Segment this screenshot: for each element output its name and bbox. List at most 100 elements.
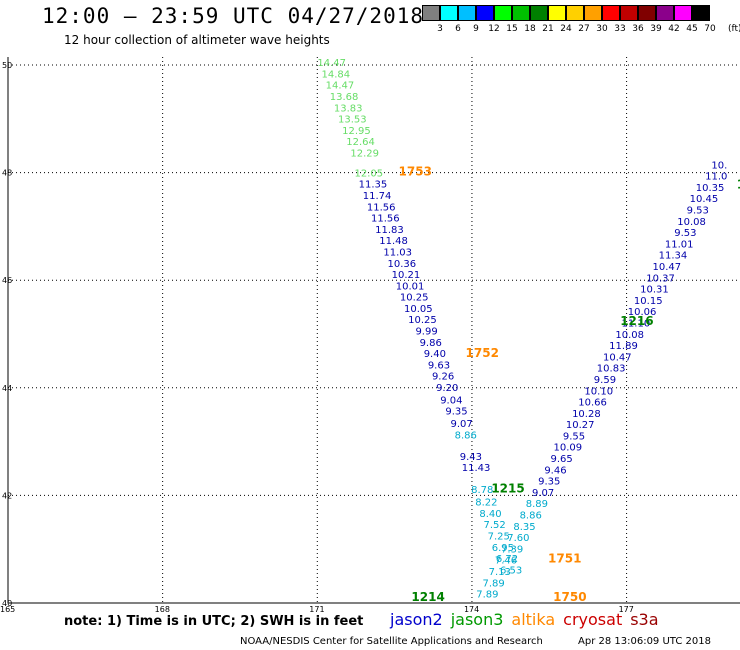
swh-value: 10.31 [640,285,669,296]
swh-value: 11.56 [367,202,396,213]
swh-value: 9.04 [440,395,462,406]
swh-value: 10.25 [408,315,437,326]
swh-value: 9.53 [674,228,696,239]
swh-value: 14.47 [326,81,355,92]
swh-value: 7.46 [495,556,517,567]
pass-time-label: 1750 [553,590,586,604]
swh-value: 10.36 [388,259,417,270]
swh-value: 10.28 [572,409,601,420]
swh-value: 9.35 [538,477,560,488]
color-label: 24 [560,24,572,34]
color-label: 30 [596,24,608,34]
swh-value: 10.83 [597,364,626,375]
swh-value: 7.89 [482,578,504,589]
lat-label: 44 [2,384,12,393]
lat-label: 42 [2,491,12,500]
swh-value: 10.05 [404,304,433,315]
swh-value: 11.35 [359,180,388,191]
swh-value: 11.89 [609,341,638,352]
color-swatch-39 [638,5,656,21]
color-label: 27 [578,24,590,34]
swh-value: 6.53 [500,565,522,576]
pass-time-label: 1752 [466,346,499,360]
color-swatch-45 [674,5,692,21]
header: 12:00 – 23:59 UTC 04/27/2018 12 hour col… [0,0,740,52]
swh-value: 11.74 [363,191,392,202]
swh-value: 12.05 [355,168,384,179]
color-label: 12 [488,24,500,34]
lon-label: 171 [309,605,324,614]
lon-label: 174 [464,605,479,614]
swh-value: 10.10 [584,386,613,397]
swh-value: 9.20 [436,383,458,394]
swh-value: 10.27 [566,420,595,431]
color-label: 3 [437,24,443,34]
swh-value: 11.34 [659,251,688,262]
credit-text: NOAA/NESDIS Center for Satellite Applica… [240,636,543,647]
swh-value: 10.09 [554,443,583,454]
pass-time-label: 1753 [399,164,432,178]
page-subtitle: 12 hour collection of altimeter wave hei… [64,33,330,47]
color-swatch-15 [494,5,512,21]
color-swatch-70 [692,5,710,21]
lat-label: 48 [2,169,12,178]
note-text: note: 1) Time is in UTC; 2) SWH is in fe… [64,614,364,629]
swh-value: 11.03 [383,247,412,258]
swh-value: 9.26 [432,372,454,383]
swh-value: 11.0 [705,172,727,183]
swh-value: 11.43 [462,463,491,474]
swh-value: 10. [711,160,727,171]
swh-value: 9.55 [563,431,585,442]
swh-value: 10.21 [392,270,421,281]
color-swatch-42 [656,5,674,21]
swh-value: 9.35 [445,407,467,418]
swh-value: 10.37 [646,273,675,284]
color-swatch-30 [584,5,602,21]
swh-value: 11.56 [371,214,400,225]
swh-value: 9.59 [594,375,616,386]
swh-value: 9.43 [460,452,482,463]
color-label: 18 [524,24,536,34]
swh-value: 10.08 [677,217,706,228]
color-label: 70 [704,24,716,34]
color-swatch-12 [476,5,494,21]
color-label: 15 [506,24,518,34]
swh-value: 6.72 [496,554,518,565]
legend-altika: altika [511,610,556,629]
pass-time-label: 12 [737,178,740,192]
swh-value: 8.86 [520,511,542,522]
swh-value: 7.60 [507,533,529,544]
swh-value: 9.07 [532,488,554,499]
swh-value: 9.86 [420,338,442,349]
swh-value: 13.68 [330,92,359,103]
pass-time-label: 1214 [411,590,444,604]
swh-value: 9.07 [451,419,473,430]
swh-value: 8.35 [513,522,535,533]
swh-value: 9.40 [424,349,446,360]
swh-value: 7.52 [483,520,505,531]
swh-value: 10.66 [578,398,607,409]
swh-value: 10.47 [652,262,681,273]
color-label: 42 [668,24,680,34]
swh-value: 12.29 [350,148,379,159]
swh-value: 11.83 [375,225,404,236]
color-swatch-33 [602,5,620,21]
lon-label: 168 [155,605,170,614]
page-title: 12:00 – 23:59 UTC 04/27/2018 [42,4,425,28]
color-label: 36 [632,24,644,34]
swh-value: 6.95 [492,543,514,554]
lat-label: 50 [2,61,12,70]
swh-value: 10.01 [396,281,425,292]
swh-value: 14.47 [317,58,346,69]
swh-value: 11.01 [665,239,694,250]
swh-value: 8.86 [455,430,477,441]
legend-s3a: s3a [630,610,659,629]
swh-value: 8.22 [475,498,497,509]
lon-label: 165 [0,605,15,614]
swh-value: 8.89 [526,499,548,510]
color-label: 9 [473,24,479,34]
swh-value: 10.08 [615,330,644,341]
swh-value: 9.53 [687,205,709,216]
timestamp-text: Apr 28 13:06:09 UTC 2018 [578,636,711,647]
